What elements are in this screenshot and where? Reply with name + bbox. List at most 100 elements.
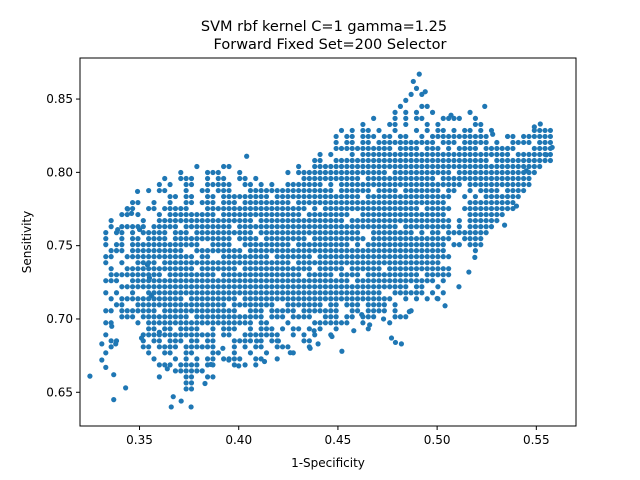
scatter-point — [403, 242, 409, 248]
scatter-point — [247, 230, 254, 236]
scatter-point — [403, 115, 409, 121]
scatter-point — [333, 157, 339, 164]
scatter-point — [156, 329, 162, 335]
scatter-point — [301, 181, 307, 188]
scatter-point — [446, 151, 452, 158]
scatter-point — [317, 169, 323, 176]
scatter-point — [478, 127, 484, 134]
scatter-point — [488, 145, 495, 152]
scatter-point — [156, 236, 162, 242]
scatter-point — [162, 290, 168, 296]
scatter-point — [242, 302, 248, 308]
scatter-point — [263, 278, 270, 284]
scatter-point — [194, 248, 200, 254]
scatter-point — [312, 193, 318, 200]
scatter-point — [242, 181, 248, 188]
scatter-point — [135, 284, 141, 290]
scatter-point — [210, 181, 216, 188]
scatter-point — [510, 169, 516, 176]
scatter-point — [424, 272, 430, 278]
scatter-point — [253, 332, 259, 338]
scatter-point — [183, 211, 189, 218]
scatter-point — [360, 199, 366, 206]
scatter-point — [424, 278, 430, 284]
scatter-point — [521, 133, 527, 140]
scatter-point — [510, 145, 516, 152]
scatter-point — [483, 175, 489, 182]
scatter-point — [290, 193, 296, 200]
scatter-point — [387, 193, 393, 200]
scatter-point — [526, 133, 532, 140]
scatter-point — [226, 242, 232, 248]
x-tick-label: 0.35 — [126, 433, 153, 447]
scatter-point — [494, 145, 500, 152]
scatter-point — [285, 169, 291, 176]
scatter-point — [360, 260, 366, 266]
scatter-point — [301, 278, 307, 284]
scatter-point — [365, 217, 371, 224]
scatter-point — [440, 133, 446, 140]
scatter-point — [247, 266, 254, 272]
scatter-point — [115, 226, 121, 233]
scatter-point — [146, 254, 152, 260]
scatter-point — [435, 199, 441, 206]
scatter-point — [279, 205, 286, 212]
scatter-point — [167, 332, 173, 338]
scatter-point — [451, 163, 457, 170]
scatter-point — [134, 188, 141, 195]
scatter-point — [172, 344, 179, 350]
scatter-point — [435, 211, 441, 218]
scatter-point — [156, 248, 162, 254]
scatter-point — [537, 139, 543, 146]
scatter-point — [397, 260, 404, 266]
scatter-point — [221, 320, 227, 326]
scatter-point — [376, 187, 382, 194]
scatter-point — [429, 133, 436, 140]
scatter-point — [290, 314, 296, 320]
scatter-point — [419, 230, 425, 236]
scatter-point — [210, 314, 216, 320]
scatter-point — [99, 357, 105, 363]
scatter-point — [183, 386, 189, 392]
scatter-point — [349, 187, 355, 194]
scatter-point — [440, 224, 446, 230]
scatter-point — [119, 302, 125, 308]
scatter-point — [413, 169, 420, 176]
scatter-point — [194, 332, 200, 338]
scatter-point — [172, 356, 179, 362]
scatter-point — [333, 278, 339, 284]
scatter-point — [424, 236, 430, 242]
scatter-point — [440, 193, 446, 200]
scatter-point — [328, 284, 334, 290]
scatter-point — [381, 236, 387, 242]
scatter-point — [279, 266, 286, 272]
scatter-point — [392, 272, 398, 278]
scatter-point — [215, 248, 221, 254]
scatter-point — [306, 175, 312, 182]
scatter-point — [279, 248, 286, 254]
scatter-point — [162, 302, 168, 308]
scatter-point — [296, 230, 302, 236]
scatter-point — [392, 193, 398, 200]
scatter-point — [488, 175, 495, 182]
scatter-point — [183, 362, 189, 368]
scatter-point — [247, 332, 254, 338]
scatter-point — [338, 211, 345, 218]
scatter-point — [237, 193, 243, 200]
scatter-point — [242, 193, 248, 200]
scatter-point — [435, 127, 441, 134]
scatter-point — [354, 187, 361, 194]
scatter-point — [124, 308, 130, 314]
scatter-point — [221, 356, 227, 362]
scatter-point — [226, 248, 232, 254]
scatter-point — [306, 254, 312, 260]
scatter-point — [392, 242, 398, 248]
scatter-point — [365, 157, 371, 164]
scatter-point — [483, 199, 489, 206]
scatter-point — [435, 254, 441, 260]
scatter-point — [279, 290, 286, 296]
scatter-point — [146, 284, 152, 290]
scatter-point — [247, 296, 254, 302]
scatter-point — [221, 254, 227, 260]
scatter-point — [247, 187, 254, 194]
